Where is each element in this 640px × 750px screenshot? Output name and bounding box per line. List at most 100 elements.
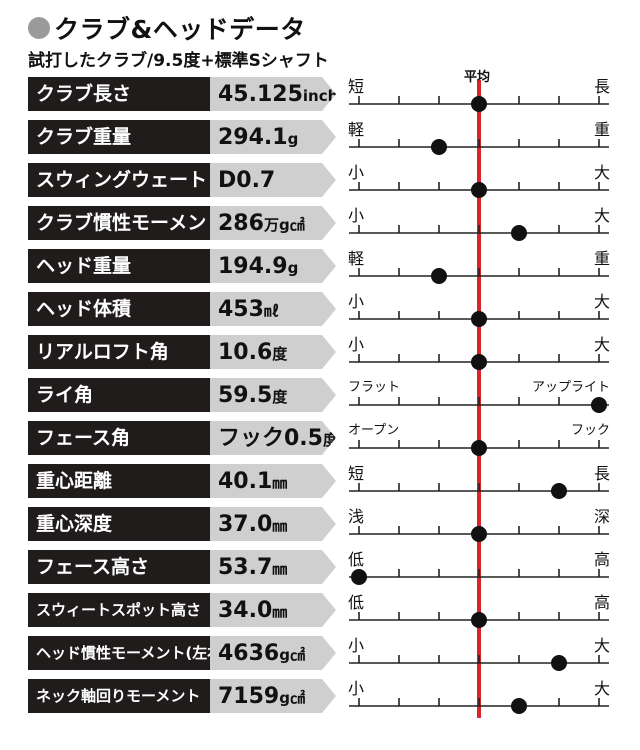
scale-right-label: 高 (593, 550, 610, 569)
data-point (591, 397, 607, 413)
row-value-box: 37.0㎜ (210, 507, 336, 541)
scale-left-label: 浅 (348, 507, 365, 526)
row-label: フェース角 (28, 421, 212, 455)
bullet-circle-icon (28, 17, 50, 39)
scale-right-label: 長 (593, 464, 610, 483)
row-value: 59.5 (218, 383, 273, 408)
data-point (471, 440, 487, 456)
row-unit: ㎖ (263, 302, 279, 320)
scale-right-label: 大 (593, 206, 610, 225)
row-unit: ㎜ (272, 517, 288, 535)
row-label: ヘッド慣性モーメント(左右方向) (28, 636, 212, 670)
scale-right-label: フック (570, 423, 610, 438)
average-label: 平均 (464, 70, 491, 85)
scale-right-label: 大 (593, 163, 610, 182)
title-row: クラブ&ヘッドデータ (28, 10, 306, 46)
row-value: D0.7 (218, 168, 276, 193)
scale-left-label: 低 (348, 550, 365, 569)
row-value: 37.0 (218, 512, 273, 537)
row-value-box: 294.1g (210, 120, 336, 154)
row-value: 10.6 (218, 340, 273, 365)
scale-right-label: 高 (593, 593, 610, 612)
data-point (551, 483, 567, 499)
data-point (471, 612, 487, 628)
row-value: 34.0 (218, 598, 273, 623)
scale-left-label: 小 (348, 292, 365, 311)
scale-left-label: 小 (348, 679, 365, 698)
row-unit: 度 (272, 345, 288, 363)
row-label: 重心距離 (28, 464, 212, 498)
data-point (551, 655, 567, 671)
row-label: リアルロフト角 (28, 335, 212, 369)
row-label: ヘッド体積 (28, 292, 212, 326)
data-point (511, 225, 527, 241)
row-unit: 万g㎠ (263, 216, 305, 234)
row-value: 7159 (218, 684, 280, 709)
row-value-box: フック0.5度 (210, 421, 336, 455)
row-value: 453 (218, 297, 264, 322)
scale-left-label: オープン (348, 423, 400, 438)
data-point (471, 526, 487, 542)
chart-subtitle: 試打したクラブ/9.5度+標準Sシャフト (28, 51, 329, 71)
data-point (431, 139, 447, 155)
row-label: フェース高さ (28, 550, 212, 584)
scale-right-label: 大 (593, 292, 610, 311)
row-unit: ㎜ (272, 560, 288, 578)
row-unit: 度 (272, 388, 288, 406)
row-value-box: 34.0㎜ (210, 593, 336, 627)
data-point (351, 569, 367, 585)
data-point (471, 311, 487, 327)
data-point (471, 354, 487, 370)
row-value: 4636 (218, 641, 280, 666)
data-point (511, 698, 527, 714)
row-value-box: 53.7㎜ (210, 550, 336, 584)
row-label: クラブ慣性モーメント (28, 206, 212, 240)
scale-left-label: 小 (348, 335, 365, 354)
row-value-box: 286万g㎠ (210, 206, 336, 240)
scale-right-label: 重 (593, 120, 610, 139)
row-label: クラブ長さ (28, 77, 212, 111)
scale-right-label: アップライト (531, 380, 610, 395)
row-unit: g㎠ (279, 646, 305, 664)
scale-left-label: 短 (348, 77, 365, 96)
scale-left-label: 小 (348, 206, 365, 225)
scale-right-label: 重 (593, 249, 610, 268)
scale-left-label: 小 (348, 163, 365, 182)
row-value: フック0.5 (218, 426, 323, 451)
scale-left-label: フラット (348, 380, 401, 395)
row-value: 194.9 (218, 254, 288, 279)
scale-right-label: 深 (593, 507, 610, 526)
data-point (471, 182, 487, 198)
scale-left-label: 軽 (348, 120, 365, 139)
scale-right-label: 長 (593, 77, 610, 96)
row-unit: ㎜ (272, 603, 288, 621)
data-point (431, 268, 447, 284)
row-unit: inch (302, 87, 339, 105)
row-value: 286 (218, 211, 264, 236)
row-label: 重心深度 (28, 507, 212, 541)
scale-left-label: 小 (348, 636, 365, 655)
row-value-box: 45.125inch (210, 77, 336, 111)
scale-left-label: 短 (348, 464, 365, 483)
row-unit: g (287, 130, 299, 148)
row-value-box: 194.9g (210, 249, 336, 283)
row-value: 40.1 (218, 469, 273, 494)
row-label: スウィートスポット高さ (28, 593, 212, 627)
scale-right-label: 大 (593, 335, 610, 354)
row-value: 53.7 (218, 555, 273, 580)
row-unit: ㎜ (272, 474, 288, 492)
row-label: クラブ重量 (28, 120, 212, 154)
scale-right-label: 大 (593, 679, 610, 698)
chart-title: クラブ&ヘッドデータ (54, 15, 306, 44)
row-label: ヘッド重量 (28, 249, 212, 283)
row-value-box: 7159g㎠ (210, 679, 336, 713)
row-label: ライ角 (28, 378, 212, 412)
row-value-box: D0.7 (210, 163, 336, 197)
row-unit: g (287, 259, 299, 277)
row-value-box: 10.6度 (210, 335, 336, 369)
scale-right-label: 大 (593, 636, 610, 655)
row-value-box: 59.5度 (210, 378, 336, 412)
row-value: 294.1 (218, 125, 288, 150)
